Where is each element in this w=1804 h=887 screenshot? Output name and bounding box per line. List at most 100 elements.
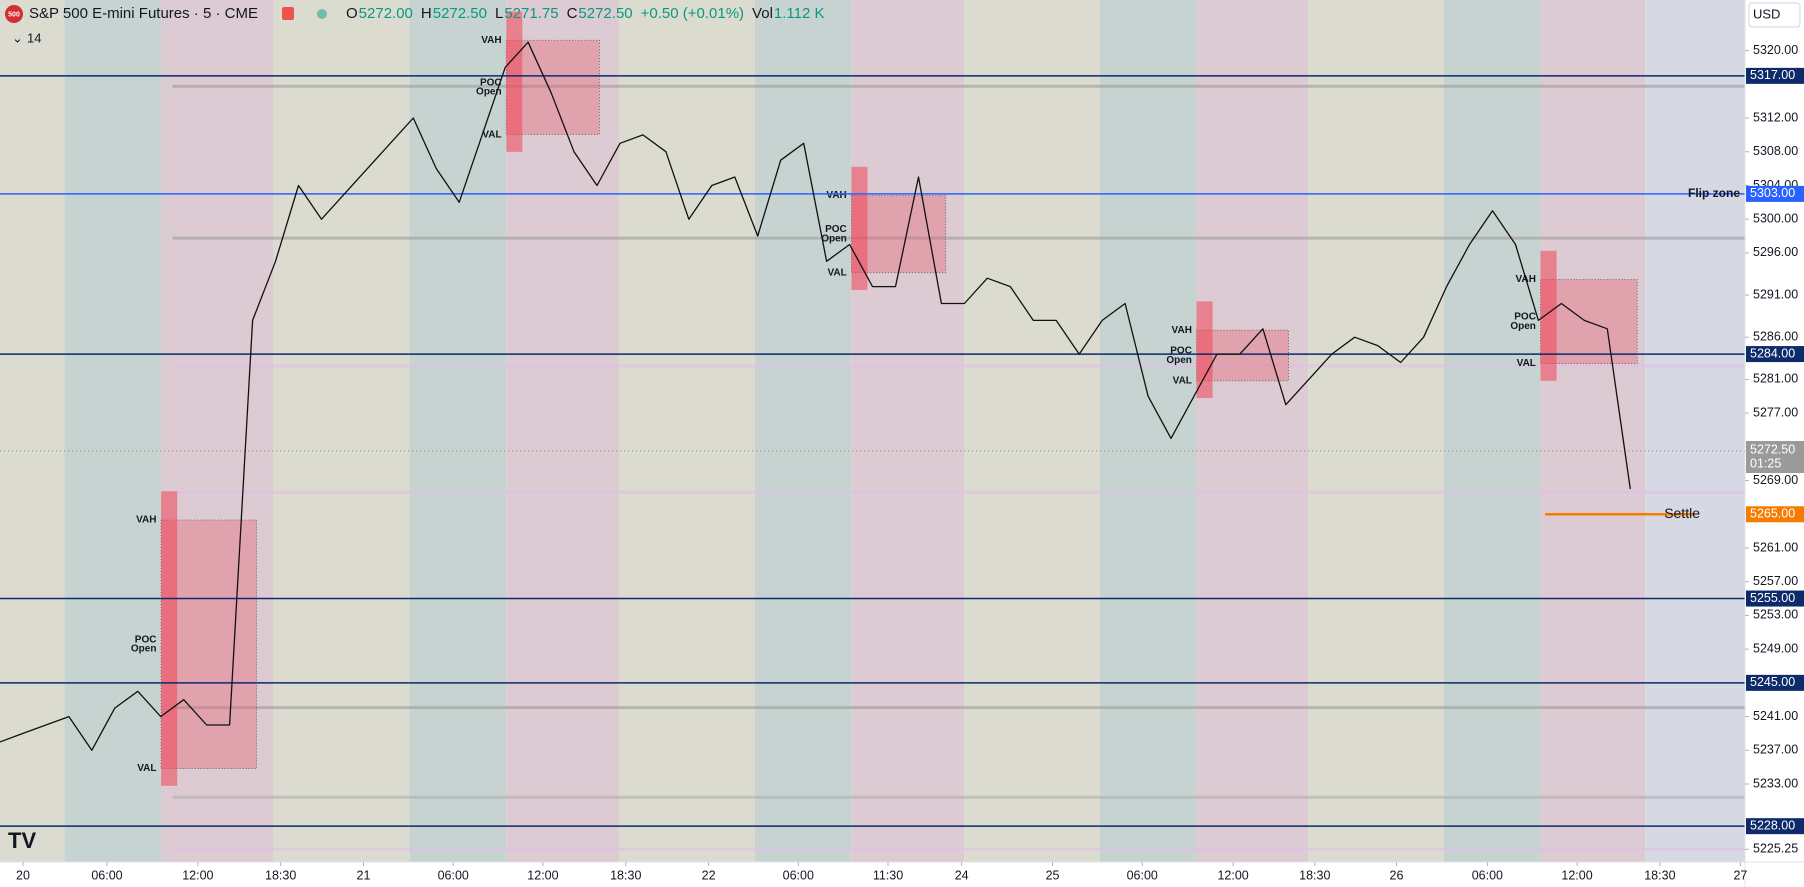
axes: 5320.005312.005308.005304.005300.005296.… bbox=[16, 43, 1804, 882]
y-tick-label: 5308.00 bbox=[1753, 144, 1798, 158]
symbol-badge bbox=[5, 5, 23, 23]
ohlc-value: 1.112 K bbox=[774, 5, 825, 22]
status-dot bbox=[317, 9, 327, 19]
ohlc-key: L bbox=[495, 5, 503, 22]
ohlc-value: +0.50 (+0.01%) bbox=[641, 5, 744, 22]
flag-icon[interactable] bbox=[282, 7, 294, 20]
profile-label: VAH bbox=[826, 190, 846, 201]
level-label-box bbox=[1746, 67, 1804, 84]
profile-label: Open bbox=[821, 233, 847, 244]
session-band bbox=[618, 0, 755, 862]
y-tick-label: 5257.00 bbox=[1753, 574, 1798, 588]
profile-label: POC bbox=[480, 77, 502, 88]
level-label: 5228.00 bbox=[1750, 818, 1795, 832]
collapse-arrow[interactable]: ⌄ bbox=[12, 30, 23, 45]
y-tick-label: 5225.25 bbox=[1753, 842, 1798, 856]
x-tick-label: 12:00 bbox=[1561, 868, 1592, 882]
level-label-box bbox=[1746, 506, 1804, 523]
session-band bbox=[964, 0, 1100, 862]
chart-title: S&P 500 E-mini Futures · 5 · CME bbox=[29, 5, 258, 22]
level-label-box bbox=[1746, 185, 1804, 202]
symbol-badge-text: 500 bbox=[8, 11, 20, 18]
profile-label: POC bbox=[135, 634, 157, 645]
y-tick-label: 5249.00 bbox=[1753, 641, 1798, 655]
session-band bbox=[1099, 0, 1197, 862]
session-band bbox=[1196, 0, 1309, 862]
header: 500 S&P 500 E-mini Futures · 5 · CME ⌄ 1… bbox=[5, 2, 1801, 853]
x-tick-label: 18:30 bbox=[1644, 868, 1675, 882]
y-tick-label: 5296.00 bbox=[1753, 245, 1798, 259]
ohlc-value: 5272.50 bbox=[433, 5, 487, 22]
session-band bbox=[64, 0, 162, 862]
profile-label: POC bbox=[825, 224, 847, 235]
session-band bbox=[1645, 0, 1746, 862]
profile-label: VAL bbox=[137, 763, 156, 774]
y-tick-label: 5269.00 bbox=[1753, 473, 1798, 487]
indicator-count[interactable]: 14 bbox=[27, 30, 41, 45]
x-tick-label: 27 bbox=[1733, 868, 1747, 882]
x-tick-label: 12:00 bbox=[1217, 868, 1248, 882]
level-label: 5284.00 bbox=[1750, 346, 1795, 360]
x-tick-label: 12:00 bbox=[527, 868, 558, 882]
profile-histogram bbox=[161, 491, 178, 786]
level-note: Flip zone bbox=[1688, 186, 1740, 200]
x-tick-label: 18:30 bbox=[610, 868, 641, 882]
profile-label: VAH bbox=[481, 35, 501, 46]
y-tick-label: 5320.00 bbox=[1753, 43, 1798, 57]
level-label: 5265.00 bbox=[1750, 507, 1795, 521]
session-band bbox=[161, 0, 274, 862]
session-band bbox=[273, 0, 410, 862]
session-band bbox=[754, 0, 852, 862]
ohlc-key: Vol bbox=[752, 5, 773, 22]
y-tick-label: 5286.00 bbox=[1753, 330, 1798, 344]
x-tick-label: 20 bbox=[16, 868, 30, 882]
x-tick-label: 24 bbox=[955, 868, 969, 882]
session-band bbox=[1540, 0, 1646, 862]
y-tick-label: 5233.00 bbox=[1753, 776, 1798, 790]
currency[interactable]: USD bbox=[1753, 6, 1780, 21]
x-tick-label: 06:00 bbox=[783, 868, 814, 882]
profile-label: Open bbox=[1510, 321, 1536, 332]
session-band bbox=[1443, 0, 1541, 862]
y-tick-label: 5237.00 bbox=[1753, 743, 1798, 757]
session-band bbox=[1308, 0, 1444, 862]
x-tick-label: 25 bbox=[1046, 868, 1060, 882]
profile-label: Open bbox=[1166, 355, 1192, 366]
y-tick-label: 5312.00 bbox=[1753, 110, 1798, 124]
level-label-box bbox=[1746, 818, 1804, 835]
level-label: 5245.00 bbox=[1750, 675, 1795, 689]
logo[interactable]: TV bbox=[8, 828, 36, 853]
profile-label: VAH bbox=[1172, 325, 1192, 336]
level-label: 5255.00 bbox=[1750, 591, 1795, 605]
currency-button[interactable] bbox=[1748, 2, 1801, 28]
x-tick-label: 06:00 bbox=[1472, 868, 1503, 882]
y-tick-label: 5277.00 bbox=[1753, 405, 1798, 419]
level-label: 5303.00 bbox=[1750, 186, 1795, 200]
x-tick-label: 11:30 bbox=[873, 868, 903, 882]
x-tick-label: 21 bbox=[357, 868, 371, 882]
profile-histogram bbox=[851, 166, 868, 290]
x-tick-label: 22 bbox=[702, 868, 716, 882]
level-label-box bbox=[1746, 346, 1804, 363]
x-tick-label: 06:00 bbox=[1127, 868, 1158, 882]
level-label: 5317.00 bbox=[1750, 68, 1795, 82]
x-tick-label: 18:30 bbox=[1299, 868, 1330, 882]
plot: VAHPOCOpenVALVAHPOCOpenVALVAHPOCOpenVALV… bbox=[0, 11, 1745, 827]
ohlc-key: C bbox=[567, 5, 578, 22]
y-tick-label: 5291.00 bbox=[1753, 287, 1798, 301]
profile-label: POC bbox=[1170, 346, 1192, 357]
profile-histogram bbox=[506, 11, 523, 152]
session-band bbox=[409, 0, 507, 862]
price-line bbox=[0, 41, 1631, 751]
y-tick-label: 5261.00 bbox=[1753, 540, 1798, 554]
ohlc-key: H bbox=[421, 5, 432, 22]
profile-label: Open bbox=[131, 644, 157, 655]
session-backgrounds bbox=[0, 0, 1746, 862]
level-note: Settle bbox=[1664, 505, 1700, 521]
x-tick-label: 26 bbox=[1390, 868, 1404, 882]
ohlc-value: 5272.50 bbox=[578, 5, 632, 22]
ohlc-key: O bbox=[346, 5, 358, 22]
profile-label: VAL bbox=[1517, 358, 1536, 369]
y-tick-label: 5281.00 bbox=[1753, 372, 1798, 386]
